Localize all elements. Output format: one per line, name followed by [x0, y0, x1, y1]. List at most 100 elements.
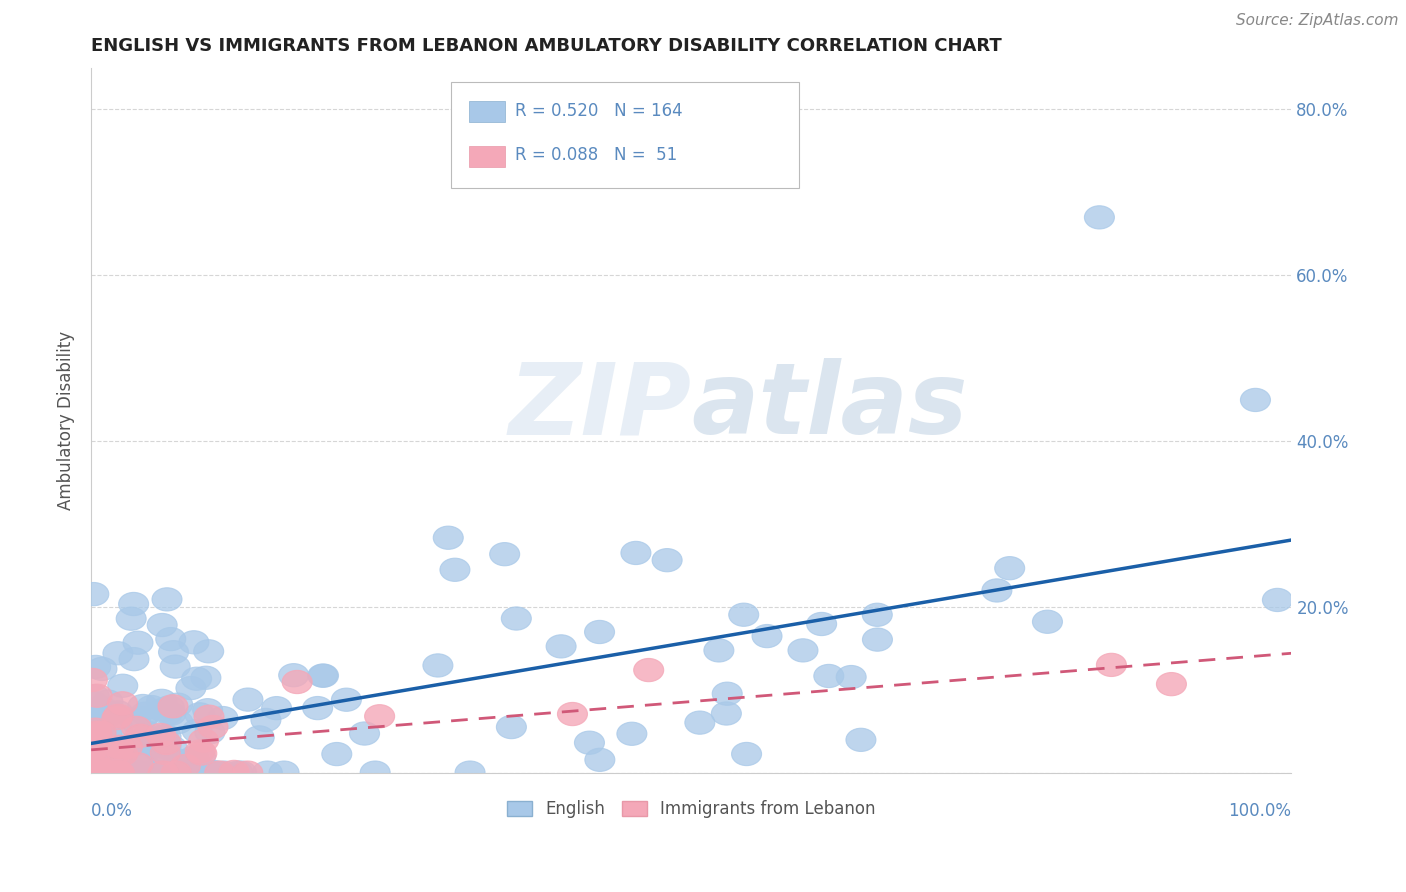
- FancyBboxPatch shape: [451, 82, 800, 188]
- Ellipse shape: [118, 592, 149, 615]
- Ellipse shape: [157, 736, 187, 759]
- Ellipse shape: [134, 722, 165, 745]
- Ellipse shape: [278, 664, 309, 687]
- Ellipse shape: [152, 588, 181, 611]
- Ellipse shape: [80, 718, 110, 741]
- Ellipse shape: [117, 607, 146, 631]
- Ellipse shape: [302, 697, 333, 720]
- Ellipse shape: [713, 682, 742, 706]
- Ellipse shape: [77, 738, 108, 761]
- Ellipse shape: [433, 526, 463, 549]
- Ellipse shape: [80, 749, 110, 772]
- Ellipse shape: [77, 691, 108, 714]
- Ellipse shape: [179, 631, 209, 654]
- Text: atlas: atlas: [692, 358, 967, 455]
- Ellipse shape: [617, 723, 647, 746]
- Ellipse shape: [77, 761, 107, 784]
- Ellipse shape: [1240, 388, 1271, 411]
- Text: 0.0%: 0.0%: [91, 802, 134, 820]
- Ellipse shape: [1032, 610, 1063, 633]
- Ellipse shape: [177, 761, 207, 784]
- Ellipse shape: [981, 579, 1012, 602]
- Ellipse shape: [364, 705, 395, 728]
- Ellipse shape: [489, 542, 520, 566]
- Ellipse shape: [155, 761, 184, 784]
- Ellipse shape: [752, 624, 782, 648]
- Ellipse shape: [193, 760, 222, 783]
- Ellipse shape: [77, 706, 107, 729]
- Ellipse shape: [149, 698, 179, 722]
- Ellipse shape: [787, 639, 818, 662]
- Ellipse shape: [170, 755, 200, 778]
- Ellipse shape: [163, 693, 193, 716]
- Ellipse shape: [222, 761, 253, 784]
- Ellipse shape: [179, 746, 209, 769]
- Ellipse shape: [209, 761, 239, 784]
- Text: ENGLISH VS IMMIGRANTS FROM LEBANON AMBULATORY DISABILITY CORRELATION CHART: ENGLISH VS IMMIGRANTS FROM LEBANON AMBUL…: [91, 37, 1002, 55]
- Ellipse shape: [136, 727, 166, 750]
- Ellipse shape: [176, 676, 205, 699]
- Ellipse shape: [120, 648, 149, 671]
- Ellipse shape: [138, 761, 167, 784]
- Ellipse shape: [79, 685, 110, 708]
- Ellipse shape: [77, 707, 107, 731]
- Ellipse shape: [80, 761, 111, 784]
- Ellipse shape: [89, 734, 118, 757]
- Ellipse shape: [155, 761, 184, 784]
- Ellipse shape: [83, 731, 114, 754]
- Ellipse shape: [160, 756, 191, 779]
- Ellipse shape: [157, 695, 188, 718]
- Ellipse shape: [252, 761, 283, 784]
- Ellipse shape: [103, 705, 134, 728]
- Ellipse shape: [1084, 206, 1115, 229]
- Ellipse shape: [91, 723, 122, 746]
- Ellipse shape: [198, 715, 228, 739]
- Ellipse shape: [134, 761, 163, 784]
- Ellipse shape: [103, 716, 134, 739]
- Ellipse shape: [181, 719, 212, 742]
- Legend: English, Immigrants from Lebanon: English, Immigrants from Lebanon: [501, 794, 883, 825]
- Ellipse shape: [181, 761, 211, 784]
- Ellipse shape: [77, 709, 107, 732]
- Ellipse shape: [146, 690, 177, 713]
- Ellipse shape: [83, 733, 112, 756]
- Ellipse shape: [219, 760, 249, 783]
- Ellipse shape: [89, 761, 118, 784]
- Ellipse shape: [152, 702, 183, 725]
- Ellipse shape: [163, 710, 193, 734]
- Ellipse shape: [652, 549, 682, 572]
- Ellipse shape: [198, 761, 229, 784]
- Ellipse shape: [90, 761, 120, 784]
- Text: Source: ZipAtlas.com: Source: ZipAtlas.com: [1236, 13, 1399, 29]
- Ellipse shape: [87, 739, 118, 762]
- Ellipse shape: [136, 696, 166, 719]
- Ellipse shape: [837, 665, 866, 689]
- Ellipse shape: [103, 700, 132, 724]
- Ellipse shape: [128, 694, 157, 718]
- Ellipse shape: [423, 654, 453, 677]
- Ellipse shape: [193, 698, 222, 722]
- Ellipse shape: [150, 741, 180, 764]
- Ellipse shape: [108, 742, 138, 765]
- Ellipse shape: [80, 656, 111, 679]
- Ellipse shape: [167, 758, 197, 781]
- Ellipse shape: [108, 761, 138, 784]
- Ellipse shape: [84, 715, 114, 739]
- Ellipse shape: [731, 742, 762, 765]
- Ellipse shape: [122, 631, 153, 655]
- Ellipse shape: [131, 702, 160, 725]
- Ellipse shape: [201, 761, 232, 784]
- Y-axis label: Ambulatory Disability: Ambulatory Disability: [58, 331, 75, 510]
- Ellipse shape: [167, 749, 198, 772]
- Ellipse shape: [166, 761, 195, 784]
- Ellipse shape: [704, 639, 734, 662]
- Ellipse shape: [160, 655, 190, 678]
- Ellipse shape: [862, 628, 893, 651]
- Ellipse shape: [807, 613, 837, 636]
- Ellipse shape: [332, 688, 361, 711]
- Ellipse shape: [86, 757, 115, 780]
- Ellipse shape: [181, 751, 211, 774]
- Ellipse shape: [283, 671, 312, 694]
- Ellipse shape: [104, 761, 135, 784]
- Ellipse shape: [191, 666, 221, 690]
